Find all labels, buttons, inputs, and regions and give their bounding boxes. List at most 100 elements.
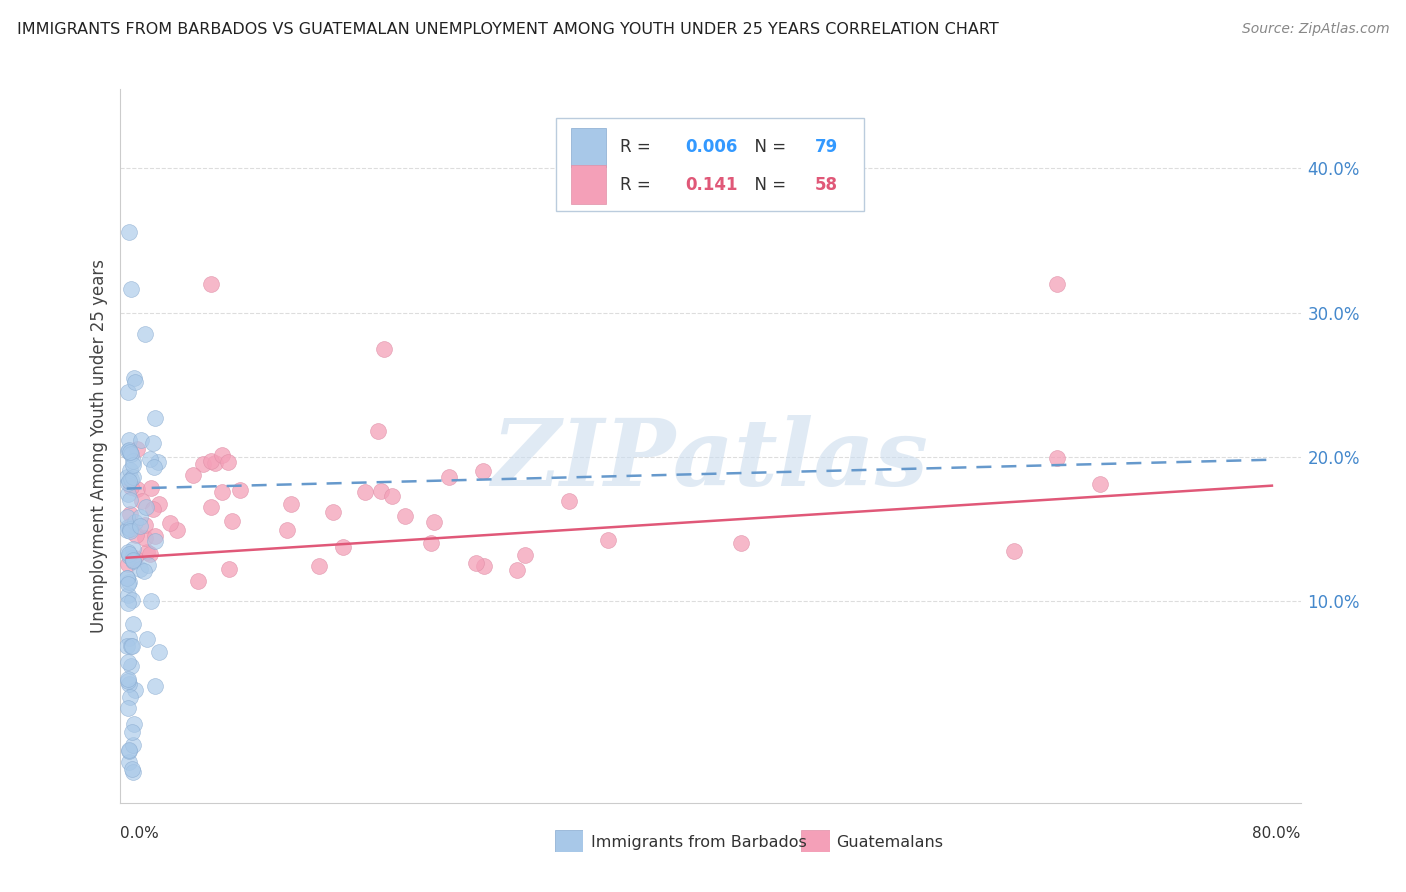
Text: Source: ZipAtlas.com: Source: ZipAtlas.com bbox=[1241, 22, 1389, 37]
Point bbox=[117, 443, 139, 458]
Point bbox=[120, 282, 142, 296]
Point bbox=[118, 756, 141, 770]
Point bbox=[118, 463, 141, 477]
Point bbox=[118, 443, 141, 458]
Point bbox=[598, 533, 620, 547]
Point bbox=[135, 545, 157, 559]
Point bbox=[367, 424, 389, 438]
Point bbox=[139, 452, 162, 467]
Point bbox=[118, 522, 141, 536]
Point bbox=[121, 725, 143, 739]
Point bbox=[117, 674, 139, 689]
Point bbox=[125, 482, 148, 496]
Point bbox=[122, 616, 145, 631]
Point bbox=[221, 514, 243, 528]
Point bbox=[121, 480, 143, 494]
Point bbox=[229, 483, 252, 497]
Point bbox=[118, 549, 141, 563]
Text: IMMIGRANTS FROM BARBADOS VS GUATEMALAN UNEMPLOYMENT AMONG YOUTH UNDER 25 YEARS C: IMMIGRANTS FROM BARBADOS VS GUATEMALAN U… bbox=[17, 22, 998, 37]
Point bbox=[439, 470, 461, 484]
Point bbox=[322, 505, 344, 519]
Point bbox=[218, 562, 240, 576]
Point bbox=[1088, 477, 1111, 491]
Point bbox=[472, 558, 495, 573]
Point bbox=[120, 639, 142, 653]
Text: 0.006: 0.006 bbox=[685, 138, 738, 156]
Point bbox=[117, 700, 139, 714]
Point bbox=[166, 523, 188, 537]
Point bbox=[118, 744, 141, 758]
Point bbox=[332, 540, 354, 554]
Point bbox=[117, 596, 139, 610]
Point bbox=[139, 593, 162, 607]
Point bbox=[129, 510, 152, 524]
Point bbox=[465, 556, 488, 570]
Point bbox=[280, 497, 302, 511]
Point bbox=[204, 456, 226, 470]
Point bbox=[132, 564, 155, 578]
Text: R =: R = bbox=[620, 176, 661, 194]
Point bbox=[148, 497, 170, 511]
Text: Guatemalans: Guatemalans bbox=[837, 836, 943, 850]
Point bbox=[117, 672, 139, 686]
Point bbox=[200, 454, 222, 468]
Point bbox=[121, 762, 143, 776]
Point bbox=[117, 588, 139, 602]
Point bbox=[1002, 544, 1025, 558]
Point bbox=[135, 500, 157, 514]
Point bbox=[143, 533, 166, 548]
Point bbox=[134, 326, 156, 341]
Point bbox=[187, 574, 209, 588]
Point bbox=[276, 523, 298, 537]
Point bbox=[115, 524, 138, 538]
Point bbox=[142, 435, 165, 450]
Point bbox=[1046, 450, 1069, 465]
Point bbox=[125, 528, 148, 542]
Point bbox=[472, 464, 495, 478]
Point bbox=[117, 656, 139, 670]
Text: N =: N = bbox=[744, 138, 792, 156]
Point bbox=[120, 472, 142, 486]
Point bbox=[134, 531, 156, 545]
Point bbox=[506, 563, 529, 577]
Point bbox=[211, 448, 233, 462]
Point bbox=[730, 536, 752, 550]
Point bbox=[558, 494, 581, 508]
Point bbox=[117, 576, 139, 591]
Point bbox=[191, 457, 214, 471]
Point bbox=[118, 492, 141, 507]
Point bbox=[159, 516, 181, 530]
Point bbox=[125, 442, 148, 456]
Point bbox=[129, 519, 152, 533]
Point bbox=[134, 518, 156, 533]
Text: R =: R = bbox=[620, 138, 657, 156]
Point bbox=[118, 631, 141, 645]
Point bbox=[115, 571, 138, 585]
Point bbox=[131, 493, 153, 508]
Point bbox=[118, 433, 141, 447]
Point bbox=[394, 508, 416, 523]
Point bbox=[143, 679, 166, 693]
Point bbox=[138, 547, 160, 561]
Point bbox=[120, 518, 142, 533]
Bar bbox=[571, 165, 606, 204]
Point bbox=[143, 411, 166, 425]
Point bbox=[370, 483, 392, 498]
Point bbox=[118, 225, 141, 239]
Text: ZIPatlas: ZIPatlas bbox=[492, 416, 928, 505]
Point bbox=[423, 515, 446, 529]
Point bbox=[354, 484, 377, 499]
Text: 58: 58 bbox=[815, 176, 838, 194]
Point bbox=[118, 474, 141, 488]
Point bbox=[115, 571, 138, 585]
Point bbox=[120, 447, 142, 461]
Point bbox=[136, 558, 159, 572]
Point bbox=[115, 639, 138, 653]
Point bbox=[121, 550, 143, 565]
Point bbox=[121, 593, 143, 607]
Point bbox=[120, 658, 142, 673]
Point bbox=[117, 476, 139, 491]
Point bbox=[381, 489, 404, 503]
Point bbox=[117, 510, 139, 524]
Point bbox=[128, 562, 150, 576]
